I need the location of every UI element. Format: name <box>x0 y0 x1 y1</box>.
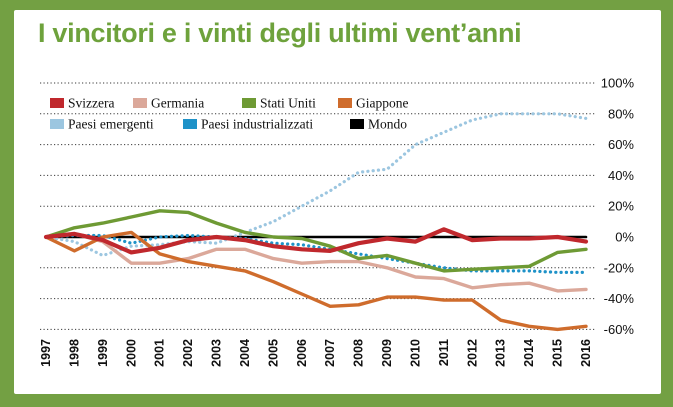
x-tick-label: 2006 <box>295 339 309 367</box>
x-tick-label: 2016 <box>579 339 593 367</box>
y-tick-label: 80% <box>608 106 634 121</box>
legend-label: Svizzera <box>68 96 114 111</box>
x-tick-label: 2010 <box>408 339 422 367</box>
y-tick-label: 100% <box>601 76 635 91</box>
x-tick-label: 2012 <box>465 339 479 367</box>
series-line-stati-uniti <box>44 209 588 273</box>
legend-label: Mondo <box>368 117 407 132</box>
x-tick-label: 2002 <box>181 339 195 367</box>
series-line-svizzera <box>43 227 589 255</box>
y-tick-label: 40% <box>608 168 634 183</box>
x-tick-label: 1999 <box>96 339 110 367</box>
chart-title: I vincitori e i vinti degli ultimi vent’… <box>38 18 522 48</box>
series-line-paesi-industrializzati <box>44 233 588 274</box>
x-tick-label: 1998 <box>67 339 81 367</box>
x-tick-label: 2008 <box>352 339 366 367</box>
x-tick-label: 2004 <box>238 339 252 367</box>
x-tick-label: 2011 <box>437 339 451 366</box>
legend-label: Stati Uniti <box>260 96 316 111</box>
x-tick-label: 2000 <box>124 339 138 367</box>
x-tick-label: 2001 <box>153 339 167 367</box>
y-tick-label: 0% <box>615 230 634 245</box>
y-tick-label: 60% <box>608 137 634 152</box>
y-tick-label: -20% <box>604 260 635 275</box>
legend-swatch <box>350 119 364 129</box>
legend-label: Giappone <box>356 96 408 111</box>
legend-label: Germania <box>151 96 204 111</box>
x-tick-label: 2013 <box>494 339 508 367</box>
x-tick-label: 2009 <box>380 339 394 367</box>
legend-swatch <box>133 98 147 108</box>
series-line-paesi-emergenti <box>44 112 588 258</box>
series-line-germania <box>44 232 588 293</box>
x-tick-label: 2015 <box>551 339 565 367</box>
legend-swatch <box>338 98 352 108</box>
legend-label: Paesi industrializzati <box>201 117 313 132</box>
series-line-giappone <box>44 230 588 332</box>
legend-label: Paesi emergenti <box>68 117 154 132</box>
y-tick-label: 20% <box>608 199 634 214</box>
x-tick-label: 2003 <box>210 339 224 367</box>
x-tick-label: 2005 <box>266 339 280 367</box>
legend-swatch <box>242 98 256 108</box>
y-tick-label: -40% <box>604 291 635 306</box>
y-tick-label: -60% <box>604 322 635 337</box>
x-tick-label: 1997 <box>39 339 53 367</box>
x-tick-label: 2007 <box>323 339 337 367</box>
x-tick-label: 2014 <box>522 339 536 367</box>
legend-swatch <box>50 98 64 108</box>
